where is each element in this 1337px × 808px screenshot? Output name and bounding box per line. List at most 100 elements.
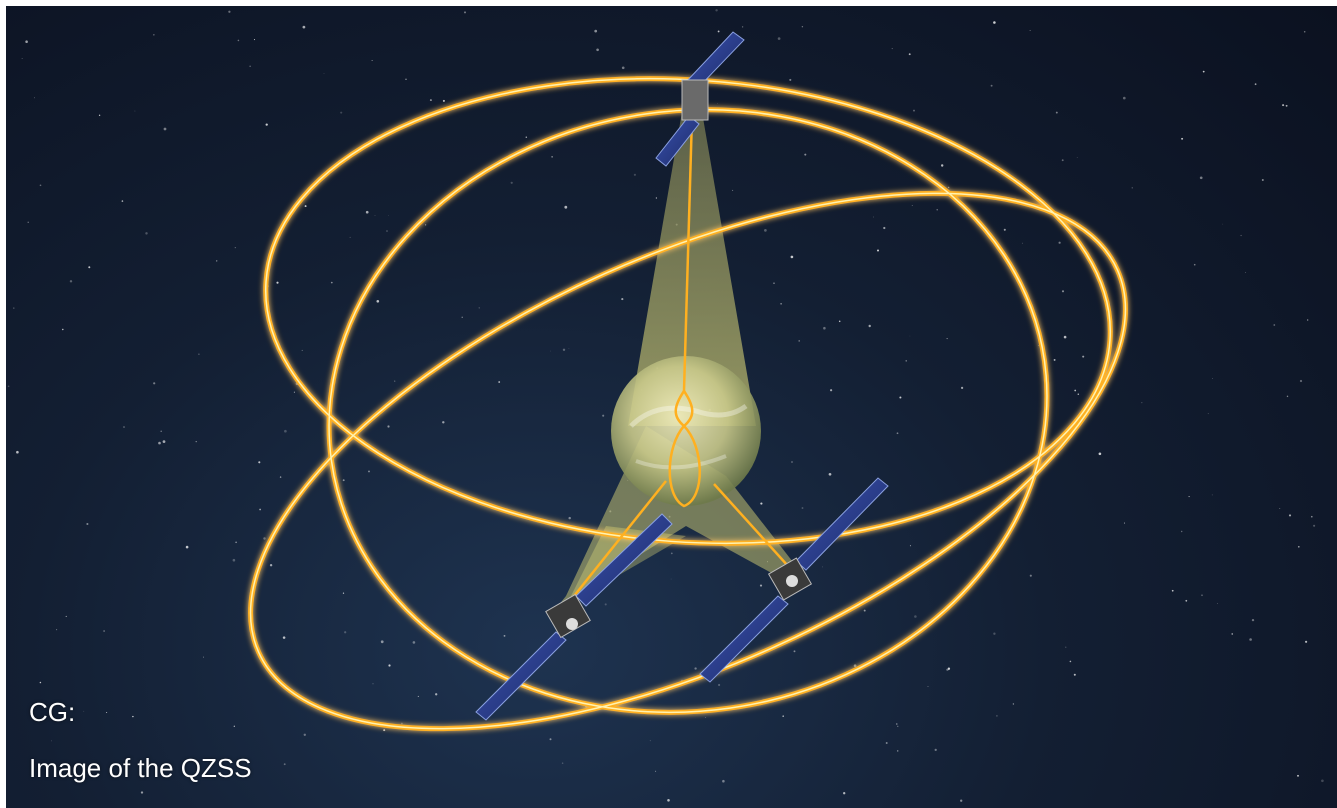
star bbox=[1012, 703, 1015, 705]
star bbox=[804, 153, 807, 156]
star bbox=[7, 385, 10, 388]
star bbox=[694, 667, 697, 670]
star bbox=[302, 25, 306, 29]
star bbox=[1282, 104, 1285, 107]
star bbox=[153, 34, 155, 36]
star bbox=[405, 78, 407, 80]
star bbox=[372, 683, 374, 685]
star bbox=[429, 99, 432, 102]
star bbox=[13, 307, 15, 309]
star bbox=[1055, 111, 1058, 114]
star bbox=[568, 516, 571, 520]
star bbox=[843, 792, 846, 795]
star bbox=[790, 255, 794, 259]
star bbox=[1251, 618, 1255, 622]
star bbox=[801, 26, 804, 28]
star bbox=[936, 209, 938, 211]
star bbox=[27, 221, 29, 223]
star bbox=[1299, 379, 1303, 383]
star bbox=[655, 197, 658, 199]
star bbox=[732, 189, 734, 191]
star bbox=[830, 389, 833, 392]
star bbox=[435, 693, 438, 696]
star bbox=[990, 84, 993, 87]
star bbox=[1058, 241, 1061, 244]
star bbox=[424, 224, 427, 226]
star bbox=[1065, 646, 1067, 648]
star bbox=[897, 725, 899, 727]
star bbox=[717, 30, 720, 33]
star bbox=[153, 382, 156, 385]
star bbox=[344, 631, 347, 634]
star bbox=[609, 510, 612, 513]
star bbox=[823, 326, 826, 330]
star bbox=[960, 386, 964, 390]
star bbox=[1123, 522, 1126, 524]
star bbox=[1061, 159, 1064, 162]
star bbox=[1181, 530, 1183, 533]
star bbox=[39, 681, 42, 684]
star bbox=[1141, 401, 1143, 404]
star bbox=[561, 762, 564, 764]
star bbox=[293, 391, 295, 393]
star bbox=[1185, 599, 1188, 602]
star bbox=[562, 348, 566, 351]
star bbox=[908, 53, 911, 56]
star bbox=[342, 592, 345, 594]
star bbox=[1003, 228, 1006, 231]
star bbox=[387, 425, 390, 428]
satellite-right bbox=[699, 477, 889, 683]
star bbox=[259, 508, 261, 511]
star bbox=[717, 103, 719, 104]
star bbox=[670, 552, 673, 555]
star bbox=[1076, 157, 1078, 158]
star bbox=[1077, 393, 1080, 396]
star bbox=[86, 522, 89, 526]
star bbox=[279, 476, 282, 478]
star bbox=[767, 561, 768, 563]
star bbox=[56, 629, 58, 631]
star bbox=[602, 414, 605, 417]
star bbox=[282, 636, 286, 639]
star bbox=[510, 181, 513, 184]
star bbox=[1286, 395, 1289, 398]
star bbox=[1029, 30, 1031, 31]
star bbox=[947, 667, 951, 670]
star bbox=[668, 515, 671, 518]
star bbox=[621, 298, 624, 301]
star bbox=[1279, 508, 1281, 509]
star bbox=[1285, 104, 1288, 107]
star bbox=[1307, 319, 1309, 321]
star bbox=[1321, 779, 1324, 783]
star bbox=[1273, 324, 1276, 326]
star bbox=[996, 715, 998, 717]
star bbox=[793, 650, 796, 653]
star bbox=[374, 215, 376, 216]
star bbox=[1207, 413, 1209, 415]
star bbox=[704, 716, 707, 719]
star bbox=[51, 740, 52, 742]
star bbox=[877, 249, 879, 252]
star bbox=[103, 630, 105, 632]
star bbox=[1029, 574, 1032, 577]
star bbox=[1211, 377, 1213, 379]
star bbox=[670, 578, 672, 580]
star bbox=[442, 99, 445, 102]
star bbox=[1063, 335, 1067, 339]
star bbox=[782, 715, 784, 717]
star bbox=[1131, 187, 1133, 189]
star bbox=[896, 750, 899, 752]
star bbox=[39, 184, 42, 187]
star bbox=[1222, 223, 1224, 225]
star bbox=[1202, 70, 1205, 73]
space-scene bbox=[7, 9, 1324, 802]
star bbox=[1249, 638, 1252, 641]
star bbox=[821, 566, 823, 568]
star bbox=[237, 39, 240, 42]
star bbox=[303, 733, 306, 736]
star bbox=[140, 791, 144, 794]
star bbox=[1305, 640, 1308, 643]
starfield bbox=[7, 9, 1324, 802]
star bbox=[1122, 96, 1126, 100]
star bbox=[1098, 452, 1102, 456]
